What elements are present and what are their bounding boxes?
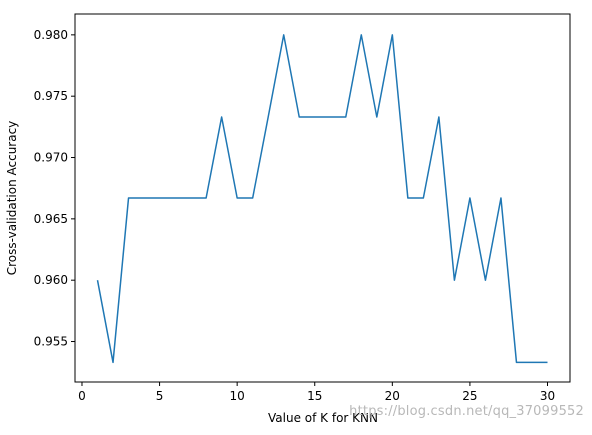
y-tick-label: 0.960	[34, 273, 68, 287]
y-tick-label: 0.975	[34, 89, 68, 103]
x-tick-label: 20	[385, 389, 400, 403]
y-axis-label: Cross-validation Accuracy	[5, 121, 19, 276]
plot-area	[96, 34, 548, 364]
y-tick-label: 0.970	[34, 151, 68, 165]
y-tick-label: 0.955	[34, 335, 68, 349]
y-tick-label: 0.965	[34, 212, 68, 226]
series-line	[96, 34, 548, 364]
x-tick-label: 10	[230, 389, 245, 403]
x-tick-label: 25	[462, 389, 477, 403]
plot-frame	[74, 13, 571, 383]
y-tick-label: 0.980	[34, 28, 68, 42]
x-tick-label: 30	[540, 389, 555, 403]
x-tick-label: 0	[78, 389, 86, 403]
x-tick-label: 5	[156, 389, 164, 403]
x-tick-label: 15	[307, 389, 322, 403]
x-axis-label: Value of K for KNN	[268, 411, 378, 425]
axes: 0 5 10 15 20 25 30 0.955 0.960 0.965 0.970 0.975 0.9…	[34, 13, 571, 403]
